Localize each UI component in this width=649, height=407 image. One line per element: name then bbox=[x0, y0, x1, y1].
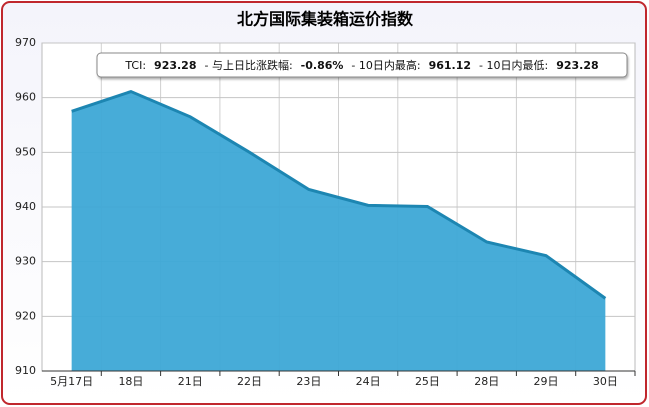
chart-title: 北方国际集装箱运价指数 bbox=[237, 10, 414, 29]
x-tick-label: 30日 bbox=[593, 375, 618, 388]
annotation-part: -0.86% bbox=[301, 59, 344, 72]
annotation-box bbox=[96, 52, 628, 78]
x-tick-label: 22日 bbox=[237, 375, 262, 388]
x-tick-label: 24日 bbox=[356, 375, 381, 388]
x-tick-label: 23日 bbox=[296, 375, 321, 388]
y-tick-label: 930 bbox=[15, 255, 36, 268]
annotation-part: - 10日内最低: bbox=[479, 58, 548, 72]
annotation-part: TCI: bbox=[124, 59, 146, 72]
annotation-part: 923.28 bbox=[556, 59, 598, 72]
annotation-part: 923.28 bbox=[154, 59, 196, 72]
y-tick-label: 950 bbox=[15, 145, 36, 158]
x-tick-label: 18日 bbox=[118, 375, 143, 388]
annotation-part: - 10日内最高: bbox=[351, 58, 420, 72]
x-tick-label: 25日 bbox=[415, 375, 440, 388]
x-tick-label: 5月17日 bbox=[50, 375, 93, 388]
annotation-part: - 与上日比涨跌幅: bbox=[205, 58, 293, 72]
area bbox=[71, 91, 606, 371]
annotation: TCI: 923.28 - 与上日比涨跌幅: -0.86% - 10日内最高: 961.1… bbox=[124, 58, 598, 72]
y-tick-label: 940 bbox=[15, 200, 36, 213]
y-tick-label: 960 bbox=[15, 91, 36, 104]
x-tick-label: 21日 bbox=[178, 375, 203, 388]
y-tick-label: 920 bbox=[15, 309, 36, 322]
y-tick-label: 910 bbox=[15, 364, 36, 377]
x-tick-label: 29日 bbox=[534, 375, 559, 388]
y-tick-label: 970 bbox=[15, 36, 36, 49]
line bbox=[71, 89, 607, 300]
x-tick-label: 28日 bbox=[474, 375, 499, 388]
annotation-part: 961.12 bbox=[429, 59, 471, 72]
